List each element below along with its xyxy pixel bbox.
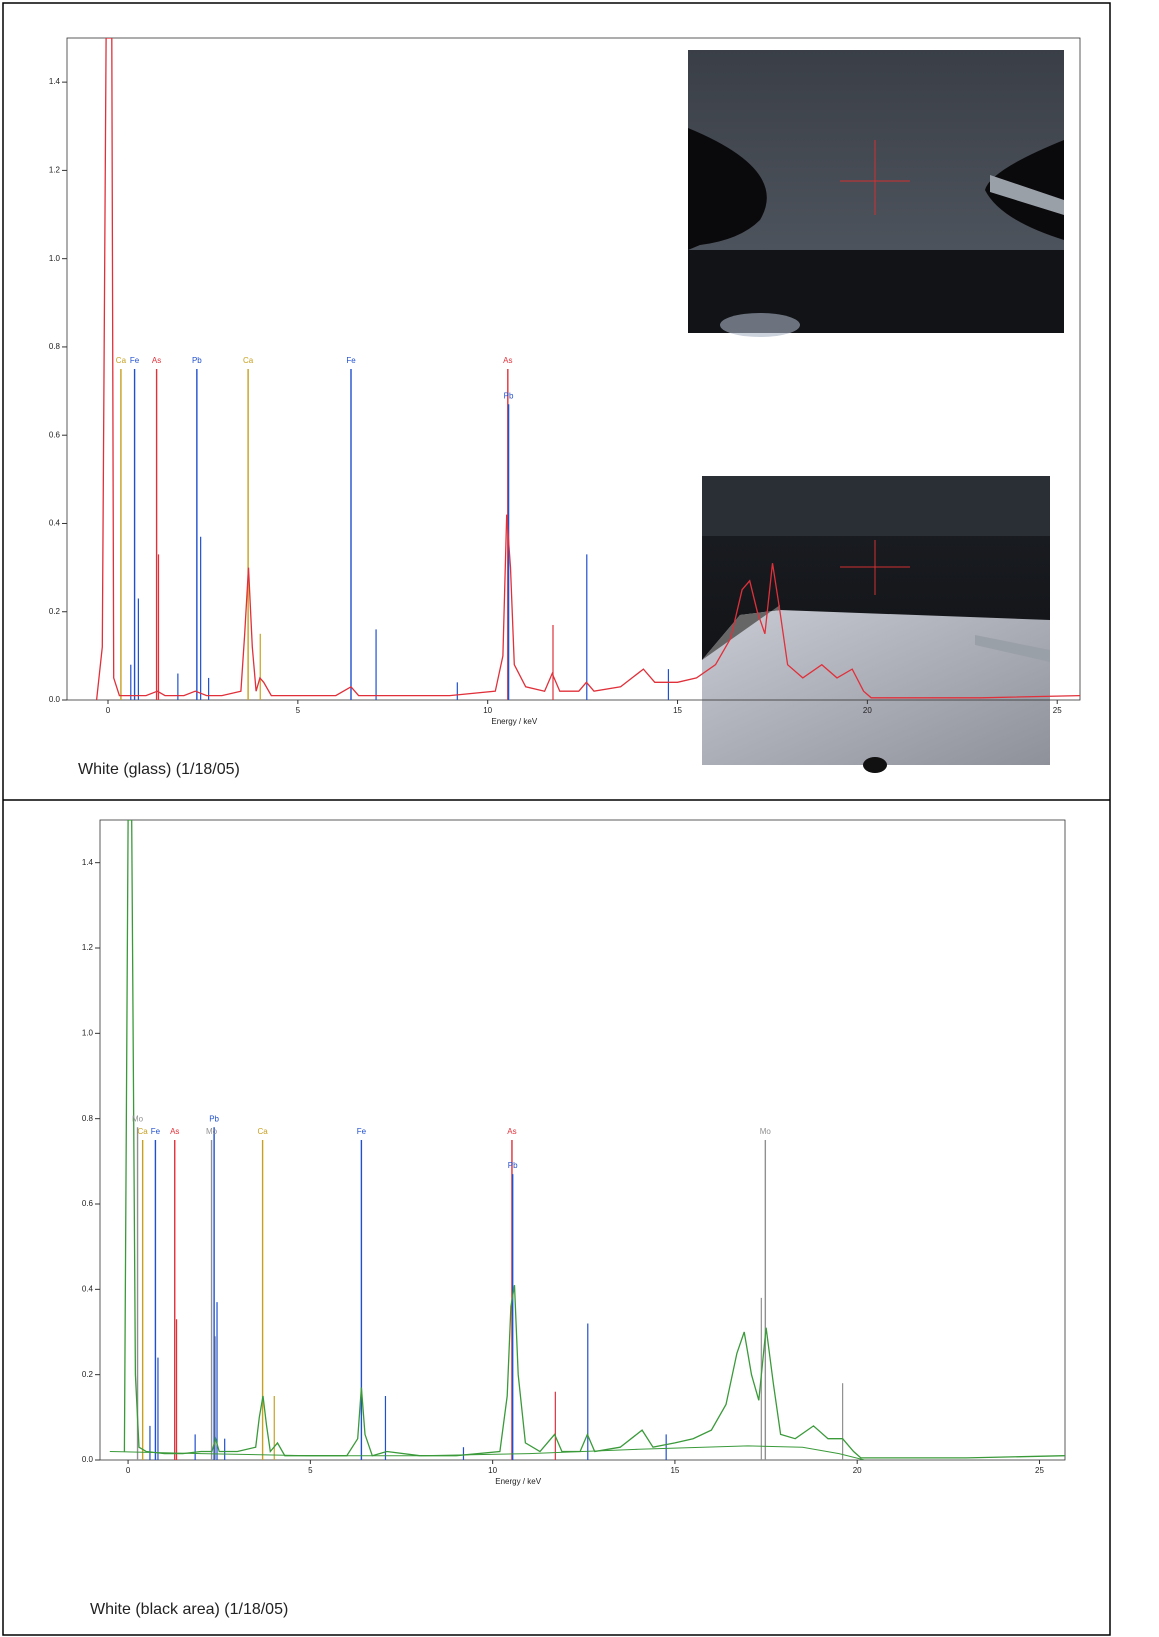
caption: White (glass) (1/18/05) <box>78 761 240 778</box>
element-label: Ca <box>116 356 127 365</box>
spectrum-line <box>109 1445 865 1460</box>
page-frame <box>2 2 1111 1636</box>
x-tick-label: 15 <box>670 1466 679 1475</box>
y-tick-label: 0.6 <box>82 1199 94 1208</box>
y-tick-label: 0.6 <box>49 430 61 439</box>
plot-frame <box>99 819 1066 1461</box>
element-label: Pb <box>508 1161 518 1170</box>
plot: 0.0 0.2 0.4 0.6 0.8 1.0 1.2 1.4 0 5 10 15 20 25 Energy… <box>49 37 1081 778</box>
element-label: As <box>152 356 161 365</box>
y-tick-label: 1.4 <box>82 858 94 867</box>
y-tick-label: 1.2 <box>49 166 61 175</box>
y-tick-label: 1.0 <box>82 1028 94 1037</box>
x-tick-label: 10 <box>483 706 492 715</box>
y-tick-label: 0.4 <box>49 519 61 528</box>
plot-area <box>95 38 1080 700</box>
inset-photo <box>688 50 1064 337</box>
x-tick-label: 5 <box>296 706 301 715</box>
y-tick-label: 0.2 <box>82 1370 94 1379</box>
element-label: As <box>503 356 512 365</box>
y-tick-label: 0.0 <box>49 695 61 704</box>
x-tick-label: 15 <box>673 706 682 715</box>
y-tick-label: 0.4 <box>82 1284 94 1293</box>
spectrum-line <box>95 38 1080 700</box>
x-tick-label: 0 <box>106 706 111 715</box>
y-tick-label: 0.2 <box>49 607 61 616</box>
y-tick-label: 1.0 <box>49 254 61 263</box>
x-axis-label: Energy / keV <box>495 1477 541 1486</box>
caption: White (black area) (1/18/05) <box>90 1601 288 1618</box>
x-tick-label: 20 <box>863 706 872 715</box>
element-label: Ca <box>257 1127 268 1136</box>
element-label: Mo <box>206 1127 218 1136</box>
plot: 0.0 0.2 0.4 0.6 0.8 1.0 1.2 1.4 0 5 10 15 20 25 Energy… <box>82 819 1066 1618</box>
x-tick-label: 20 <box>853 1466 862 1475</box>
x-tick-label: 10 <box>488 1466 497 1475</box>
y-tick-label: 1.2 <box>82 943 94 952</box>
element-label: Pb <box>504 391 514 400</box>
y-tick-label: 1.4 <box>49 77 61 86</box>
plot-frame <box>66 37 1081 701</box>
element-label: Ca <box>138 1127 149 1136</box>
inset-photo <box>702 476 1050 773</box>
element-label: Pb <box>192 356 202 365</box>
plot-area <box>109 820 1065 1460</box>
element-label: Mo <box>760 1127 772 1136</box>
element-label: Ca <box>243 356 254 365</box>
element-label: Fe <box>130 356 140 365</box>
element-label: Pb <box>209 1114 219 1123</box>
y-tick-label: 0.8 <box>82 1114 94 1123</box>
x-tick-label: 25 <box>1053 706 1062 715</box>
element-label: As <box>170 1127 179 1136</box>
y-tick-label: 0.8 <box>49 342 61 351</box>
x-tick-label: 5 <box>308 1466 313 1475</box>
x-tick-label: 0 <box>126 1466 131 1475</box>
element-label: As <box>507 1127 516 1136</box>
element-label: Mo <box>132 1114 144 1123</box>
x-axis-label: Energy / keV <box>491 717 537 726</box>
spectrum-line <box>123 820 1065 1459</box>
x-tick-label: 25 <box>1035 1466 1044 1475</box>
y-tick-label: 0.0 <box>82 1455 94 1464</box>
element-label: Fe <box>346 356 356 365</box>
element-label: Fe <box>151 1127 161 1136</box>
element-label: Fe <box>357 1127 367 1136</box>
